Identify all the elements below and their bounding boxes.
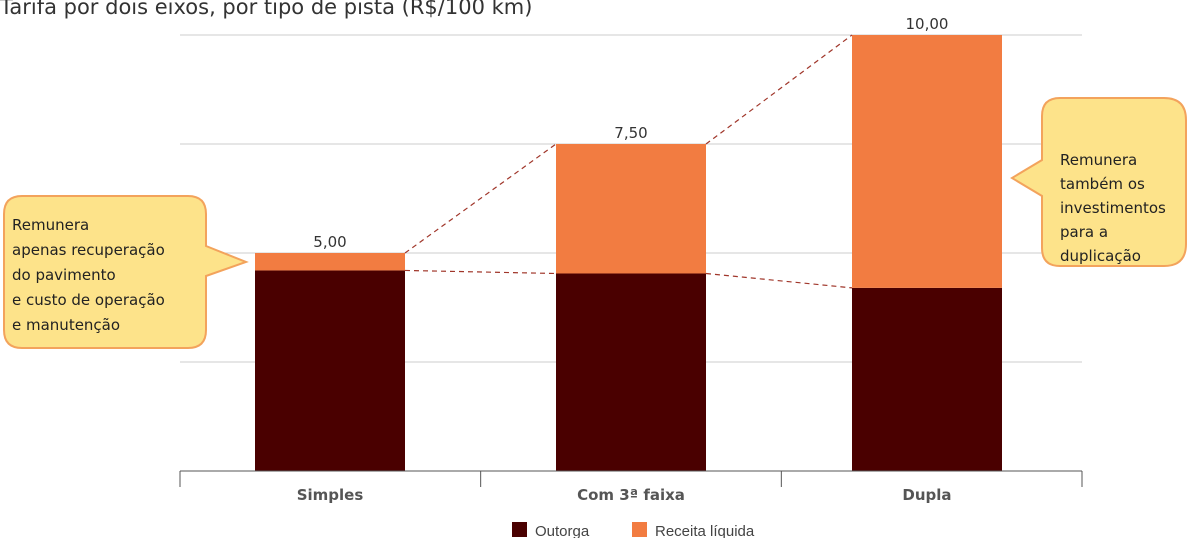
callout-left: Remunera apenas recuperação do pavimento… [3, 195, 249, 349]
total-label-2: 7,50 [614, 124, 647, 142]
callout-right-bubble [1010, 97, 1187, 267]
callout-left-line-3: do pavimento [12, 266, 116, 284]
callout-right-line-4: para a [1060, 223, 1108, 241]
x-tick-label-2: Com 3ª faixa [577, 486, 685, 504]
x-axis: Simples Com 3ª faixa Dupla [179, 470, 1083, 504]
x-tick-label-3: Dupla [902, 486, 951, 504]
bar-receita-1 [255, 253, 405, 271]
total-labels: 5,00 7,50 10,00 [313, 15, 948, 251]
bar-receita-2 [556, 144, 706, 274]
callout-right-line-2: também os [1060, 175, 1145, 193]
bar-outorga-1 [255, 270, 405, 471]
bar-outorga-3 [852, 287, 1002, 471]
bar-outorga-2 [556, 273, 706, 471]
connector-total-2 [705, 34, 853, 145]
callout-right-line-5: duplicação [1060, 247, 1141, 265]
legend-label-outorga: Outorga [535, 523, 590, 538]
bars [255, 35, 1002, 471]
callout-left-bubble [3, 195, 249, 349]
callout-right-line-3: investimentos [1060, 199, 1166, 217]
x-tick-label-1: Simples [297, 486, 364, 504]
callout-left-line-2: apenas recuperação [12, 241, 165, 259]
callout-left-line-4: e custo de operação [12, 291, 165, 309]
connector-outorga-1 [404, 269, 557, 275]
chart-title: Tarifa por dois eixos, por tipo de pista… [0, 0, 532, 19]
connector-outorga-2 [705, 272, 853, 289]
callout-right: Remunera também os investimentos para a … [1010, 97, 1187, 267]
connector-total-1 [404, 143, 557, 254]
total-label-3: 10,00 [906, 15, 949, 33]
legend-swatch-receita [632, 522, 647, 537]
callout-left-line-5: e manutenção [12, 316, 120, 334]
callout-right-line-1: Remunera [1060, 151, 1137, 169]
total-label-1: 5,00 [313, 233, 346, 251]
connector-lines [404, 34, 853, 289]
bar-receita-3 [852, 35, 1002, 288]
callout-left-line-1: Remunera [12, 216, 89, 234]
legend-swatch-outorga [512, 522, 527, 537]
legend: Outorga Receita líquida [512, 522, 755, 538]
legend-label-receita: Receita líquida [655, 523, 755, 538]
